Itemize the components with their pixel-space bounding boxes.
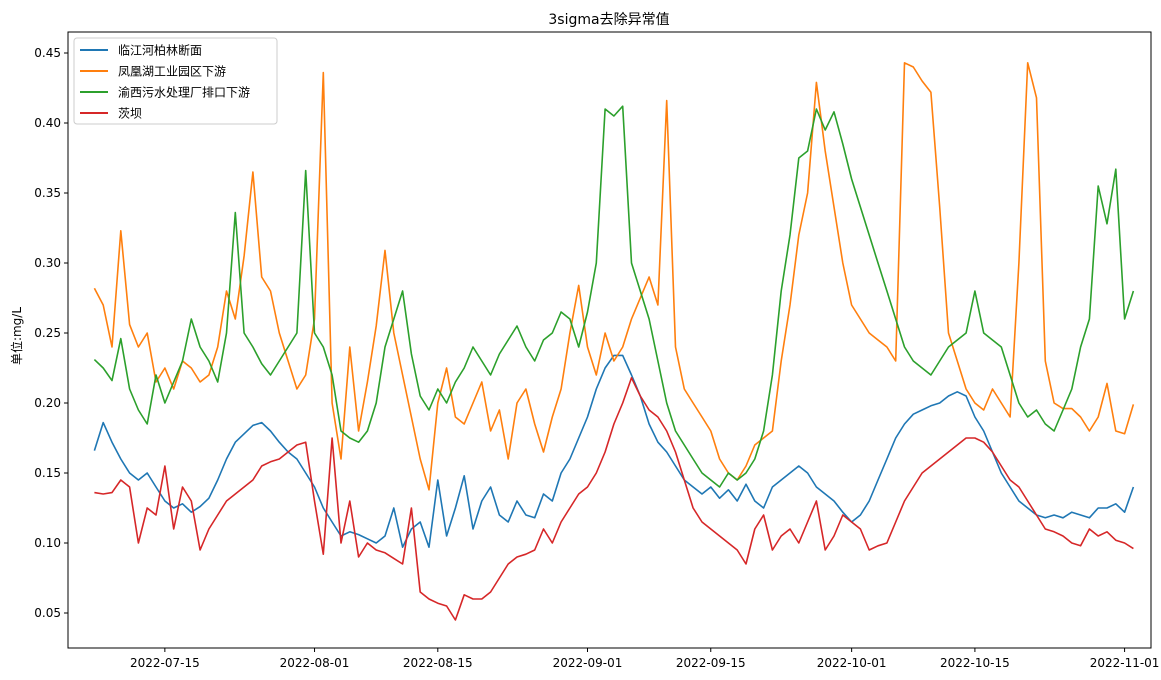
x-tick-label: 2022-08-15 xyxy=(403,656,473,670)
y-tick-label: 0.15 xyxy=(34,466,61,480)
x-tick-label: 2022-11-01 xyxy=(1090,656,1160,670)
x-tick-label: 2022-08-01 xyxy=(280,656,350,670)
x-tick-label: 2022-10-15 xyxy=(940,656,1010,670)
x-tick-label: 2022-10-01 xyxy=(817,656,887,670)
y-tick-label: 0.45 xyxy=(34,46,61,60)
y-tick-label: 0.20 xyxy=(34,396,61,410)
y-tick-label: 0.05 xyxy=(34,606,61,620)
x-axis: 2022-07-15 2022-08-01 2022-08-15 2022-09-01… xyxy=(130,648,1159,670)
legend-label-3: 渝西污水处理厂排口下游 xyxy=(118,85,250,100)
plot-frame xyxy=(67,31,1152,649)
x-tick-label: 2022-09-15 xyxy=(676,656,746,670)
x-tick-label: 2022-07-15 xyxy=(130,656,200,670)
series-line-2 xyxy=(93,62,1135,491)
series-line-1 xyxy=(93,354,1135,548)
series-line-3 xyxy=(93,105,1135,488)
legend-label-4: 茨坝 xyxy=(118,107,142,121)
y-axis: 0.05 0.10 0.15 0.20 0.25 0.30 0.35 0.40 0.45 xyxy=(34,46,68,620)
legend-label-2: 凤凰湖工业园区下游 xyxy=(118,64,226,79)
y-tick-label: 0.25 xyxy=(34,326,61,340)
legend-label-1: 临江河柏林断面 xyxy=(118,43,202,58)
series-line-4 xyxy=(94,377,1134,621)
y-tick-label: 0.35 xyxy=(34,186,61,200)
chart-title: 3sigma去除异常值 xyxy=(548,12,669,28)
legend-box xyxy=(73,37,278,125)
y-axis-label: 单位:mg/L xyxy=(9,307,24,365)
series-layer xyxy=(93,62,1135,621)
y-tick-label: 0.40 xyxy=(34,116,61,130)
y-tick-label: 0.10 xyxy=(34,536,61,550)
y-tick-label: 0.30 xyxy=(34,256,61,270)
x-tick-label: 2022-09-01 xyxy=(553,656,623,670)
